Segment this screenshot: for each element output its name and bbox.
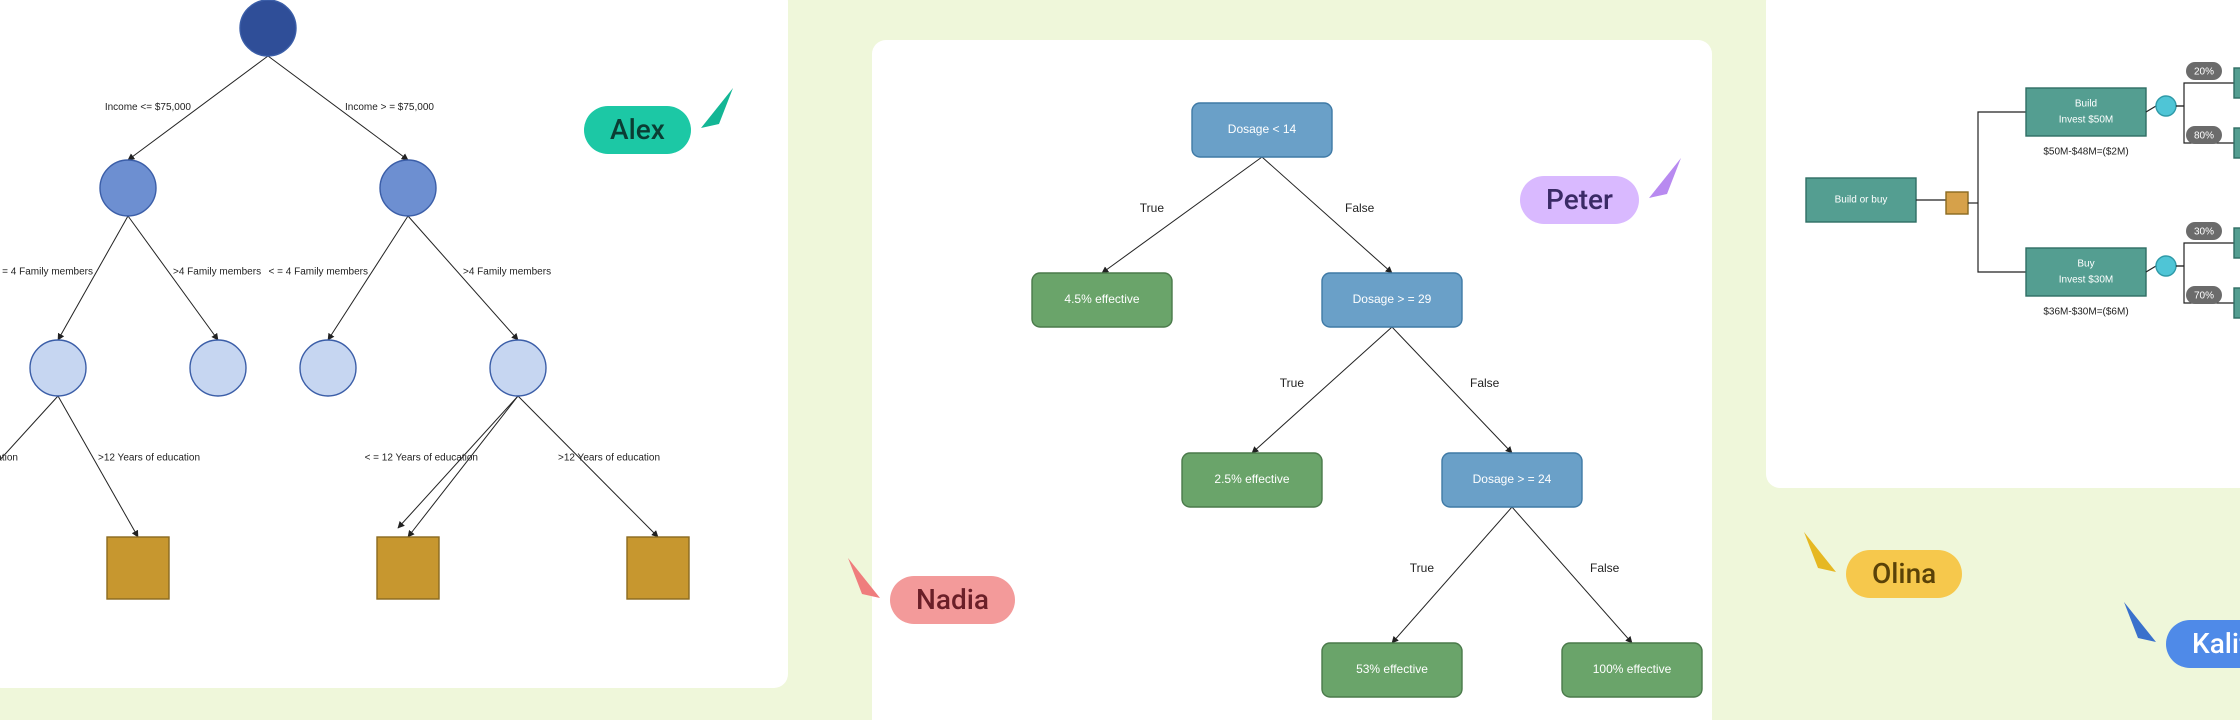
svg-text:$50M-$48M=($2M): $50M-$48M=($2M) [2043,147,2128,158]
svg-text:< = 4 Family members: < = 4 Family members [0,267,93,278]
svg-text:False: False [1590,561,1620,575]
svg-text:100% effective: 100% effective [1593,662,1672,676]
svg-text:Dosage > = 29: Dosage > = 29 [1353,292,1432,306]
cursor-pointer-icon [1800,528,1840,576]
panel-build-or-buy: Build or buy Build Invest $50M Buy Invest $3… [1766,0,2240,488]
svg-text:80%: 80% [2194,131,2214,142]
svg-text:< = 4 Family members: < = 4 Family members [269,267,368,278]
svg-text:70%: 70% [2194,291,2214,302]
decision-choice-square [1946,192,1968,214]
svg-text:2.5% effective: 2.5% effective [1214,472,1289,486]
cursor-pointer-icon [2120,598,2160,646]
svg-text:4.5% effective: 4.5% effective [1064,292,1139,306]
collaborator-cursor-olina: Olina [1800,550,1962,598]
chance-circle-build [2156,96,2176,116]
svg-text:>12 Years of education: >12 Years of education [98,453,200,464]
decision-outcome [2234,228,2240,258]
collaborator-name-pill: Kalif [2166,620,2240,668]
svg-text:True: True [1280,376,1305,390]
svg-text:Build: Build [2075,99,2097,110]
svg-text:False: False [1345,201,1375,215]
svg-text:Invest $50M: Invest $50M [2059,115,2113,126]
decision-node-build [2026,88,2146,136]
tree-node-circle [490,340,546,396]
tree-node-circle [190,340,246,396]
svg-text:Dosage < 14: Dosage < 14 [1228,122,1297,136]
decision-diagram: Build or buy Build Invest $50M Buy Invest $3… [1766,0,2240,488]
collaborator-cursor-kalif: Kalif [2120,620,2240,668]
svg-text:Income > = $75,000: Income > = $75,000 [345,102,434,113]
svg-text:< = 12 Years of education: < = 12 Years of education [365,453,478,464]
panel-decision-tree-income: Income <= $75,000 Income > = $75,000 < = 4… [0,0,788,688]
stage: { "background_color": "#eff7da", "panel_… [0,0,2240,720]
tree-node-circle [240,0,296,56]
svg-text:Buy: Buy [2077,259,2094,270]
svg-text:>12 Years of education: >12 Years of education [558,453,660,464]
svg-text:ers of education: ers of education [0,453,18,464]
tree-diagram: Income <= $75,000 Income > = $75,000 < = 4… [0,0,788,688]
tree-node-square [377,537,439,599]
svg-text:True: True [1410,561,1435,575]
tree-node-circle [300,340,356,396]
tree-node-square [107,537,169,599]
svg-text:True: True [1140,201,1165,215]
svg-text:>4 Family members: >4 Family members [463,267,551,278]
tree-node-circle [100,160,156,216]
decision-node-buy [2026,248,2146,296]
tree-node-circle [380,160,436,216]
decision-outcome [2234,68,2240,98]
svg-text:20%: 20% [2194,67,2214,78]
svg-text:Dosage > = 24: Dosage > = 24 [1473,472,1552,486]
svg-text:$36M-$30M=($6M): $36M-$30M=($6M) [2043,307,2128,318]
dosage-diagram: True False True False True False Dosage < 14 4.… [872,40,1712,720]
collaborator-name-pill: Olina [1846,550,1962,598]
svg-text:30%: 30% [2194,227,2214,238]
panel-dosage-tree: True False True False True False Dosage < 14 4.… [872,40,1712,720]
svg-text:>4 Family members: >4 Family members [173,267,261,278]
decision-outcome [2234,128,2240,158]
svg-text:53% effective: 53% effective [1356,662,1428,676]
svg-text:Build or buy: Build or buy [1835,195,1888,206]
chance-circle-buy [2156,256,2176,276]
svg-text:False: False [1470,376,1500,390]
tree-node-circle [30,340,86,396]
svg-text:Invest $30M: Invest $30M [2059,275,2113,286]
tree-node-square [627,537,689,599]
svg-text:Income <= $75,000: Income <= $75,000 [105,102,192,113]
decision-outcome [2234,288,2240,318]
